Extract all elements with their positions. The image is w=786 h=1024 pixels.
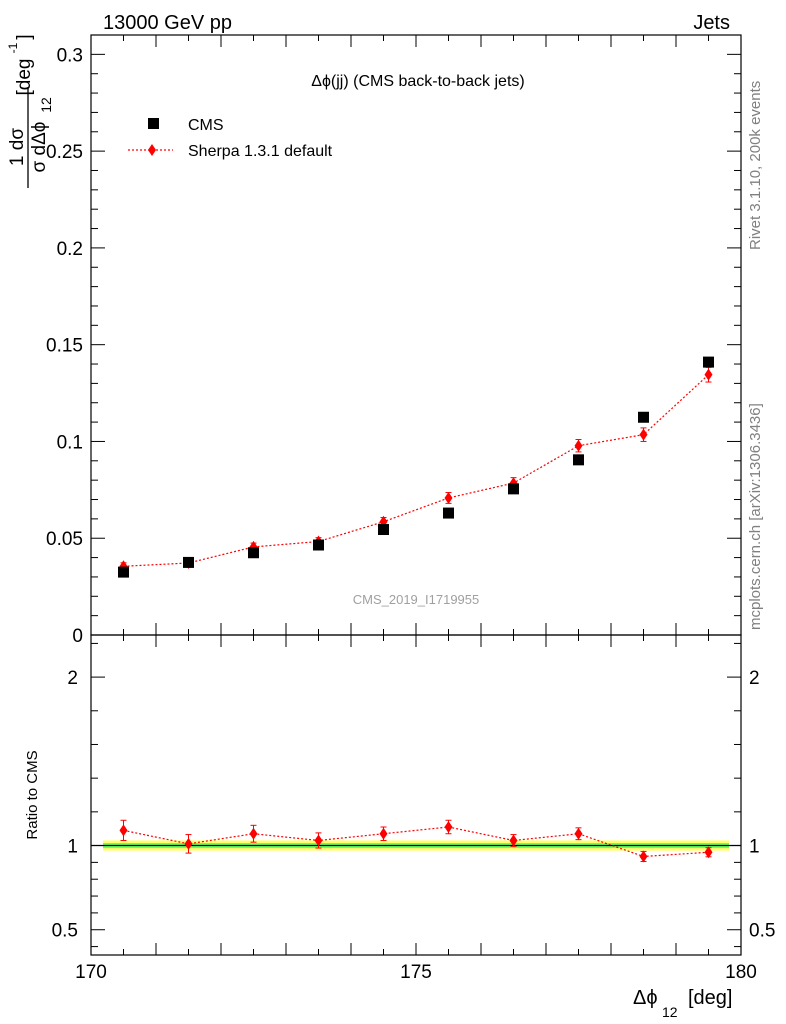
ratio-x-ticks: 170 175 180: [75, 635, 757, 983]
x-tick-label: 170: [75, 962, 107, 983]
ratio-uncertainty-band: [91, 840, 741, 851]
analysis-watermark: CMS_2019_I1719955: [353, 592, 480, 607]
x-tick-label: 175: [400, 962, 432, 983]
mcplots-info: mcplots.cern.ch [arXiv:1306.3436]: [747, 403, 764, 630]
ylabel-subscript: 12: [38, 97, 54, 113]
cms-point: [443, 507, 454, 519]
x-tick-label: 180: [725, 962, 757, 983]
cms-point: [508, 483, 519, 495]
header-left: 13000 GeV pp: [103, 12, 232, 34]
y-tick-label: 0.3: [57, 45, 83, 66]
y-tick-label: 0.1: [57, 432, 83, 453]
sherpa-point: [704, 846, 713, 859]
y-tick-label: 0.15: [46, 336, 83, 357]
legend-cms-label: CMS: [188, 117, 224, 134]
xlabel-unit: [deg]: [688, 987, 732, 1009]
xlabel-subscript: 12: [662, 1004, 678, 1020]
cms-point: [183, 556, 194, 568]
sherpa-point: [704, 368, 713, 381]
sherpa-point: [574, 827, 583, 840]
x-axis-label: Δϕ 12 [deg]: [633, 987, 732, 1020]
sherpa-point: [249, 827, 258, 840]
main-y-ticks: 0 0.05 0.1 0.15 0.2 0.25 0.3: [46, 34, 741, 647]
ratio-y-tick-label: 2: [67, 668, 78, 689]
ratio-y-tick-label: 0.5: [52, 921, 78, 942]
legend: CMS Sherpa 1.3.1 default: [128, 117, 333, 160]
ratio-y-axis-label: Ratio to CMS: [24, 750, 41, 839]
sherpa-point: [639, 850, 648, 863]
ratio-y-tick-label-right: 1: [749, 837, 760, 858]
ylabel-numerator: 1 dσ: [7, 128, 28, 166]
ylabel-unit-exponent: -1: [6, 42, 20, 53]
main-y-axis-label: 1 dσ σ dΔϕ 12 [deg -1 ]: [6, 34, 54, 188]
series-line: [123, 374, 709, 567]
ratio-y-tick-label-right: 0.5: [749, 921, 775, 942]
sherpa-series: [119, 366, 713, 573]
legend-sherpa-marker: [148, 144, 156, 156]
cms-point: [313, 539, 324, 551]
rivet-info: Rivet 3.1.10, 200k events: [747, 81, 764, 250]
ratio-y-tick-label: 1: [67, 837, 78, 858]
sherpa-point: [444, 491, 453, 504]
cms-point: [248, 547, 259, 559]
y-tick-label: 0.25: [46, 142, 83, 163]
ratio-y-ticks: 0.5 0.5 1 1 2 2: [52, 642, 775, 948]
ratio-y-tick-label-right: 2: [749, 668, 760, 689]
cms-point: [703, 356, 714, 368]
sherpa-point: [184, 837, 193, 850]
sherpa-point: [574, 439, 583, 452]
ratio-sherpa-series: [119, 819, 713, 863]
chart-title: Δϕ(jj) (CMS back-to-back jets): [311, 73, 524, 90]
cms-point: [118, 566, 129, 578]
cms-point: [378, 524, 389, 536]
ratio-frame: [90, 634, 742, 956]
sherpa-point: [314, 834, 323, 847]
sherpa-point: [509, 834, 518, 847]
sherpa-point: [639, 428, 648, 441]
cms-point: [573, 454, 584, 466]
legend-sherpa-label: Sherpa 1.3.1 default: [188, 143, 333, 160]
sherpa-point: [379, 827, 388, 840]
y-tick-label: 0.05: [46, 529, 83, 550]
y-tick-label: 0: [72, 626, 83, 647]
cms-point: [638, 411, 649, 423]
ylabel-denominator: σ dΔϕ: [29, 122, 50, 173]
ylabel-unit-close: ]: [14, 34, 35, 39]
main-x-ticks: [90, 35, 742, 635]
ylabel-unit: [deg: [14, 59, 35, 96]
sherpa-point: [119, 824, 128, 837]
header-right: Jets: [693, 12, 730, 34]
cms-series: [118, 356, 714, 578]
sherpa-point: [444, 821, 453, 833]
legend-cms-marker: [148, 118, 159, 129]
xlabel-main: Δϕ: [633, 987, 658, 1009]
y-tick-label: 0.2: [57, 239, 83, 260]
